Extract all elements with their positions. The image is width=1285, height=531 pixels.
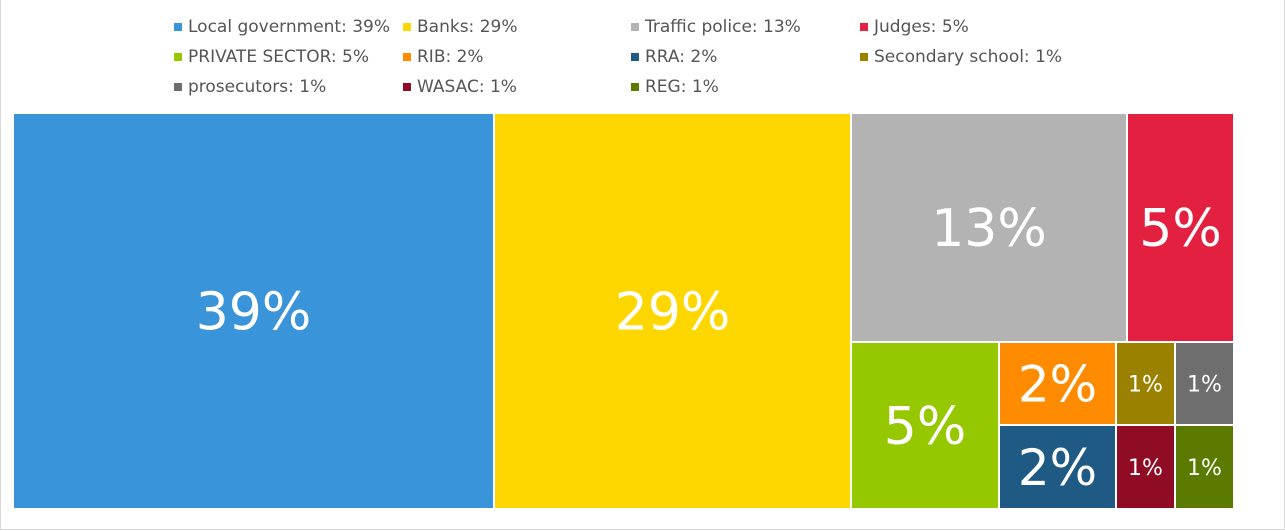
legend-label: RIB: 2% [417,47,484,67]
legend-label: Traffic police: 13% [645,17,801,37]
tile-label-rra: 2% [1018,439,1097,497]
tile-label-banks: 29% [615,283,731,343]
tile-label-rib: 2% [1018,356,1097,414]
legend-item-wasac[interactable]: WASAC: 1% [403,75,517,99]
tile-rect-secondary-school [1117,343,1174,424]
tile-rect-rra [1000,426,1115,508]
legend-swatch [174,83,182,91]
legend-swatch [631,83,639,91]
legend-swatch [174,53,182,61]
legend-swatch [403,23,411,31]
tile-rect-traffic-police [852,114,1126,341]
legend-item-private-sector[interactable]: PRIVATE SECTOR: 5% [174,45,369,69]
tile-label-prosecutors: 1% [1187,372,1222,397]
tile-rect-banks [495,114,850,508]
tile-wasac[interactable]: 1% [1117,426,1174,508]
tile-reg[interactable]: 1% [1176,426,1233,508]
legend-item-secondary-school[interactable]: Secondary school: 1% [860,45,1062,69]
legend-swatch [403,53,411,61]
tile-rib[interactable]: 2% [1000,343,1115,424]
legend-item-judges[interactable]: Judges: 5% [860,15,969,39]
tile-rect-private-sector [852,343,998,508]
tile-label-wasac: 1% [1128,456,1163,481]
tile-label-private-sector: 5% [884,397,967,457]
legend-item-traffic-police[interactable]: Traffic police: 13% [631,15,801,39]
tile-label-secondary-school: 1% [1128,372,1163,397]
legend-item-rib[interactable]: RIB: 2% [403,45,484,69]
tile-rect-local-government [14,114,493,508]
tile-judges[interactable]: 5% [1128,114,1233,341]
legend-label: RRA: 2% [645,47,718,67]
legend-label: Judges: 5% [874,17,969,37]
tile-rect-judges [1128,114,1233,341]
legend-item-local-government[interactable]: Local government: 39% [174,15,390,39]
tile-prosecutors[interactable]: 1% [1176,343,1233,424]
legend-label: Banks: 29% [417,17,518,37]
legend-item-reg[interactable]: REG: 1% [631,75,719,99]
tile-traffic-police[interactable]: 13% [852,114,1126,341]
tile-rect-wasac [1117,426,1174,508]
legend-item-prosecutors[interactable]: prosecutors: 1% [174,75,326,99]
tile-label-local-government: 39% [196,283,312,343]
legend-label: REG: 1% [645,77,719,97]
legend-label: Local government: 39% [188,17,391,37]
legend-swatch [631,53,639,61]
legend-label: Secondary school: 1% [874,47,1063,67]
legend-item-rra[interactable]: RRA: 2% [631,45,717,69]
legend-label: PRIVATE SECTOR: 5% [188,47,370,67]
legend-item-banks[interactable]: Banks: 29% [403,15,517,39]
legend-label: WASAC: 1% [417,77,517,97]
legend-swatch [631,23,639,31]
tile-label-reg: 1% [1187,456,1222,481]
tile-private-sector[interactable]: 5% [852,343,998,508]
tile-label-judges: 5% [1139,199,1222,259]
legend-swatch [860,53,868,61]
tile-rect-prosecutors [1176,343,1233,424]
tile-local-government[interactable]: 39% [14,114,493,508]
legend-swatch [174,23,182,31]
tile-label-traffic-police: 13% [931,199,1047,259]
tile-banks[interactable]: 29% [495,114,850,508]
legend-swatch [860,23,868,31]
tile-rect-rib [1000,343,1115,424]
tile-rra[interactable]: 2% [1000,426,1115,508]
tile-secondary-school[interactable]: 1% [1117,343,1174,424]
tile-rect-reg [1176,426,1233,508]
legend-swatch [403,83,411,91]
legend-label: prosecutors: 1% [188,77,327,97]
